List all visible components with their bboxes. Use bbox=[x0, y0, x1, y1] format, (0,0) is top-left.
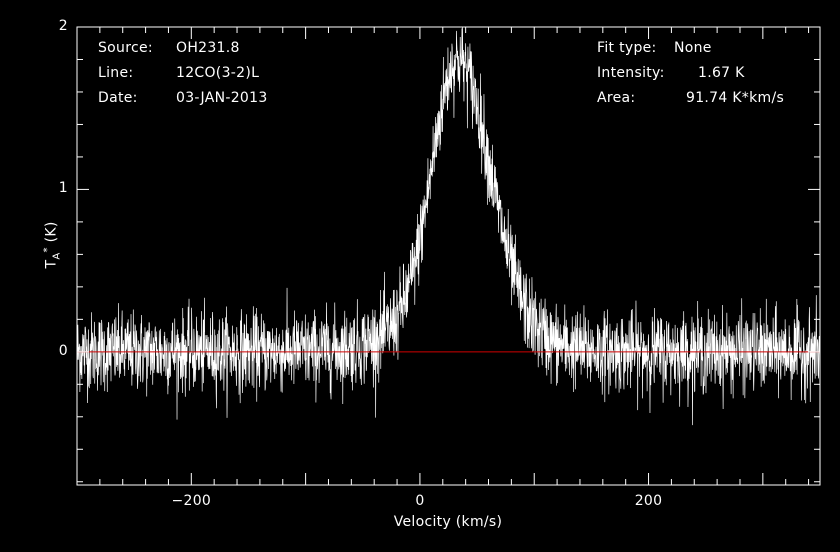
y-tick-label: 0 bbox=[58, 342, 68, 359]
info-right-key: Fit type: bbox=[597, 40, 657, 56]
info-right-value: 1.67 K bbox=[698, 65, 745, 81]
spectrum-trace bbox=[76, 26, 821, 426]
axis-ticks bbox=[76, 26, 820, 485]
x-tick-label: 200 bbox=[634, 493, 663, 509]
plot-frame bbox=[76, 26, 821, 486]
info-right-value: 91.74 K*km/s bbox=[686, 90, 785, 106]
info-left-key: Date: bbox=[98, 90, 138, 106]
x-axis-label: Velocity (km/s) bbox=[393, 514, 503, 530]
spectrum-group bbox=[76, 26, 821, 426]
y-tick-label: 1 bbox=[58, 180, 68, 197]
y-axis-label: TA* (K) bbox=[42, 221, 63, 269]
info-right-value: None bbox=[674, 40, 712, 56]
info-right-key: Area: bbox=[597, 90, 636, 106]
info-left-key: Line: bbox=[98, 65, 134, 81]
x-tick-label: −200 bbox=[171, 493, 212, 509]
x-tick-label: 0 bbox=[415, 493, 425, 509]
info-left-key: Source: bbox=[98, 40, 153, 56]
y-tick-label: 2 bbox=[58, 18, 68, 34]
info-left-value: OH231.8 bbox=[176, 40, 240, 56]
info-right-key: Intensity: bbox=[597, 65, 665, 81]
info-left-value: 12CO(3-2)L bbox=[176, 65, 260, 81]
info-left-value: 03-JAN-2013 bbox=[176, 90, 268, 106]
